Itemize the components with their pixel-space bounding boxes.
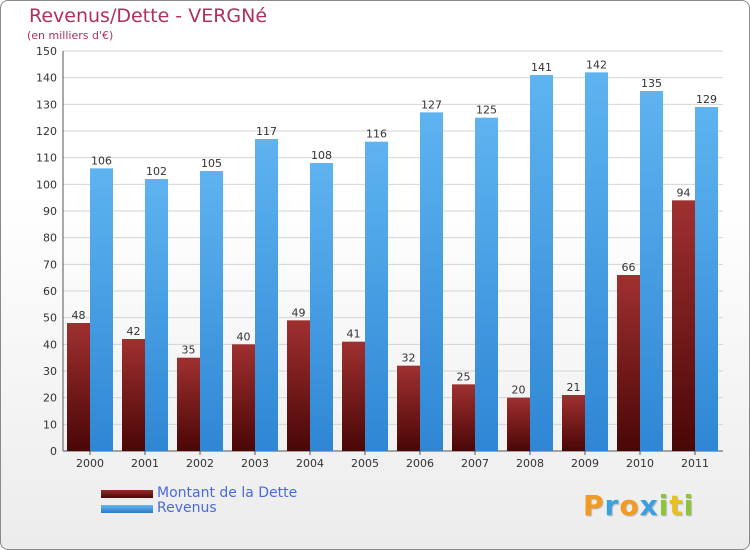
data-label-revenus: 116: [366, 128, 387, 141]
data-label-dette: 40: [237, 330, 251, 343]
x-tick-label: 2006: [406, 457, 434, 470]
data-label-revenus: 127: [421, 98, 442, 111]
logo-letter: o: [619, 489, 640, 522]
data-label-revenus: 105: [201, 157, 222, 170]
y-tick-label: 140: [36, 72, 57, 85]
x-tick-label: 2008: [516, 457, 544, 470]
bar-dette: [122, 339, 145, 451]
bar-revenus: [255, 139, 278, 451]
y-tick-label: 110: [36, 152, 57, 165]
x-tick-label: 2011: [681, 457, 709, 470]
data-label-revenus: 129: [696, 93, 717, 106]
data-label-dette: 21: [567, 381, 581, 394]
data-label-revenus: 141: [531, 61, 552, 74]
bar-revenus: [420, 112, 443, 451]
y-tick-label: 130: [36, 98, 57, 111]
legend-swatch-dette: [101, 490, 153, 498]
x-tick-label: 2000: [76, 457, 104, 470]
bar-dette: [232, 344, 255, 451]
y-tick-label: 90: [43, 205, 57, 218]
bar-dette: [177, 357, 200, 451]
data-label-dette: 32: [402, 352, 416, 365]
bar-dette: [507, 397, 530, 451]
bar-dette: [452, 384, 475, 451]
bar-dette: [342, 341, 365, 451]
data-label-revenus: 108: [311, 149, 332, 162]
data-label-revenus: 135: [641, 77, 662, 90]
logo-letter: i: [683, 489, 695, 522]
x-tick-label: 2003: [241, 457, 269, 470]
logo-letter: t: [669, 489, 684, 522]
data-label-dette: 25: [457, 370, 471, 383]
data-label-revenus: 125: [476, 104, 497, 117]
data-label-dette: 20: [512, 384, 526, 397]
chart-title: Revenus/Dette - VERGNé: [29, 5, 268, 27]
data-label-dette: 42: [127, 325, 141, 338]
x-tick-label: 2002: [186, 457, 214, 470]
y-tick-label: 150: [36, 45, 57, 58]
y-tick-label: 80: [43, 232, 57, 245]
bar-dette: [672, 200, 695, 451]
y-tick-label: 50: [43, 312, 57, 325]
legend-swatch-revenus: [101, 505, 153, 513]
y-tick-label: 10: [43, 418, 57, 431]
y-tick-label: 20: [43, 392, 57, 405]
chart-subtitle: (en milliers d'€): [27, 29, 114, 42]
bar-revenus: [200, 171, 223, 451]
x-tick-label: 2007: [461, 457, 489, 470]
data-label-dette: 49: [292, 306, 306, 319]
x-tick-label: 2004: [296, 457, 324, 470]
bar-revenus: [365, 141, 388, 451]
bar-revenus: [145, 179, 168, 451]
legend-label-dette: Montant de la Dette: [157, 485, 298, 501]
bar-dette: [562, 395, 585, 451]
logo-letter: x: [639, 489, 659, 522]
data-label-revenus: 117: [256, 125, 277, 138]
logo-letter: r: [604, 489, 620, 522]
data-label-revenus: 106: [91, 154, 112, 167]
proxiti-logo: Proxiti: [583, 489, 694, 522]
bar-revenus: [585, 72, 608, 451]
y-tick-label: 120: [36, 125, 57, 138]
logo-letter: i: [658, 489, 670, 522]
bar-revenus: [695, 107, 718, 451]
data-label-revenus: 102: [146, 165, 167, 178]
logo-letter: P: [583, 489, 605, 522]
data-label-dette: 35: [182, 344, 196, 357]
bar-dette: [617, 275, 640, 451]
bar-revenus: [310, 163, 333, 451]
y-tick-label: 30: [43, 365, 57, 378]
data-label-revenus: 142: [586, 58, 607, 71]
data-label-dette: 94: [677, 186, 691, 199]
x-tick-label: 2010: [626, 457, 654, 470]
x-tick-label: 2009: [571, 457, 599, 470]
x-tick-label: 2005: [351, 457, 379, 470]
bar-revenus: [90, 168, 113, 452]
bar-revenus: [640, 91, 663, 451]
y-tick-label: 40: [43, 338, 57, 351]
data-label-dette: 41: [347, 328, 361, 341]
bar-dette: [67, 323, 90, 451]
data-label-dette: 66: [622, 261, 636, 274]
bar-revenus: [475, 117, 498, 452]
y-tick-label: 100: [36, 178, 57, 191]
bar-revenus: [530, 75, 553, 451]
bar-dette: [287, 320, 310, 451]
y-tick-label: 70: [43, 258, 57, 271]
bar-dette: [397, 365, 420, 451]
x-tick-label: 2001: [131, 457, 159, 470]
y-tick-label: 60: [43, 285, 57, 298]
data-label-dette: 48: [72, 309, 86, 322]
legend-label-revenus: Revenus: [157, 500, 217, 516]
y-tick-label: 0: [50, 445, 57, 458]
